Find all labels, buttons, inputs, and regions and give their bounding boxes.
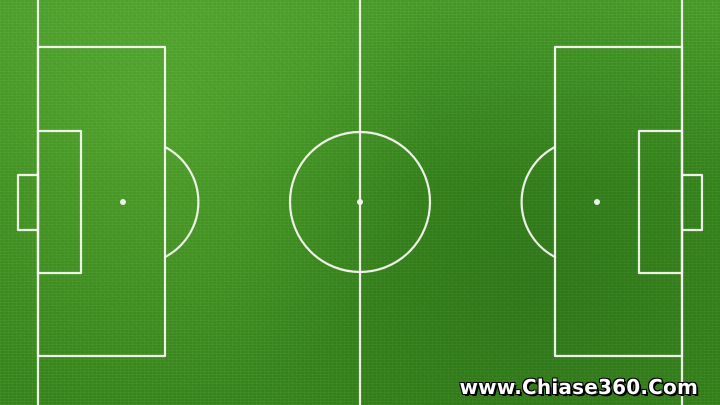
- watermark-text: www.Chiase360.Com: [459, 375, 698, 399]
- center-spot: [357, 199, 363, 205]
- left-goal: [16, 173, 40, 232]
- left-penalty-spot: [120, 199, 126, 205]
- right-goal-area: [637, 129, 684, 275]
- right-penalty-spot: [594, 199, 600, 205]
- right-goal: [680, 173, 704, 232]
- left-goal-area: [36, 129, 83, 275]
- right-penalty-area: [553, 45, 684, 358]
- right-penalty-arc: [520, 145, 557, 259]
- left-penalty-area: [36, 45, 167, 358]
- left-penalty-arc: [163, 145, 200, 259]
- center-circle: [288, 130, 432, 274]
